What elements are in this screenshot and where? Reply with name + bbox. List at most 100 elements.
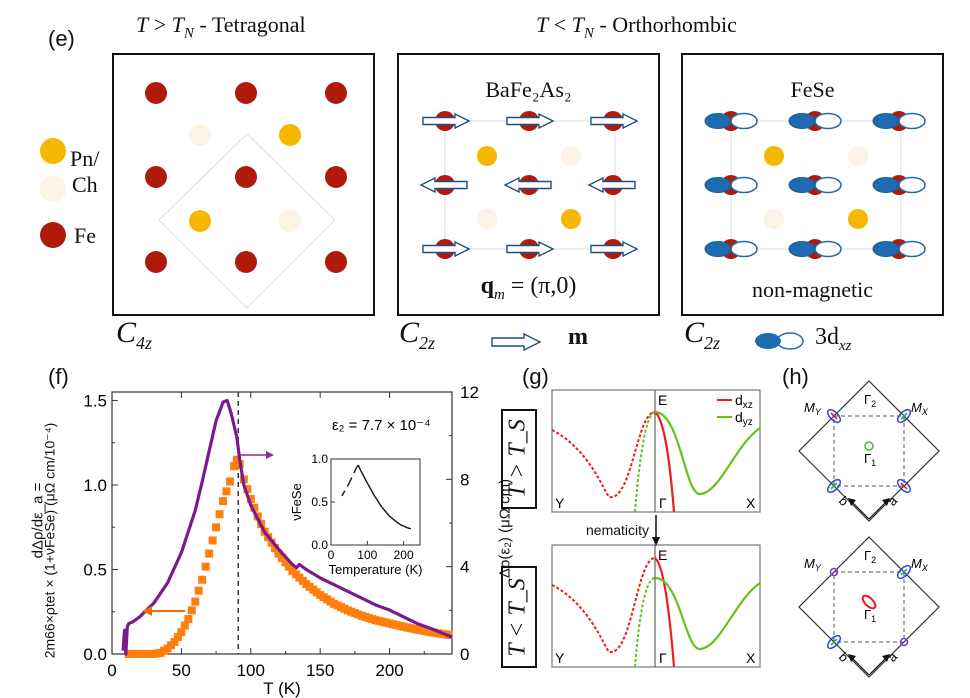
inset-x-tick-label: 100 bbox=[357, 548, 377, 562]
title-gt: > bbox=[148, 12, 172, 37]
orange-data-marker bbox=[173, 633, 182, 642]
orange-data-marker bbox=[194, 586, 203, 595]
y-right-tick-label: 4 bbox=[460, 558, 469, 577]
dxz-orbital-icon bbox=[755, 332, 804, 350]
condition-box-above: T > T_S bbox=[501, 409, 537, 509]
right-axis-arrowhead bbox=[266, 451, 274, 459]
mx-label: MX bbox=[911, 556, 929, 573]
orange-data-marker bbox=[170, 637, 179, 646]
gamma-point-label: Γ bbox=[659, 650, 667, 666]
ch-atom bbox=[764, 209, 784, 229]
c-symbol: C bbox=[684, 316, 705, 349]
dyz-band-solid bbox=[654, 410, 761, 496]
nematicity-label: nematicity bbox=[586, 522, 650, 538]
inset-x-label: Temperature (K) bbox=[329, 562, 423, 577]
y-tick-label: 0.0 bbox=[83, 645, 107, 664]
moment-label: m bbox=[568, 324, 588, 350]
inset-curve-segment bbox=[395, 521, 401, 525]
inset-x-tick-label: 200 bbox=[394, 548, 414, 562]
pocket-orbital-weight bbox=[900, 412, 908, 420]
orange-data-marker bbox=[232, 455, 241, 464]
fe-atom bbox=[235, 82, 257, 104]
bafe2as2-lattice bbox=[420, 111, 638, 259]
orange-data-marker bbox=[184, 615, 193, 624]
fese-lattice-box: FeSe non-magnetic bbox=[681, 53, 944, 316]
fese-bottom-label: non-magnetic bbox=[752, 277, 873, 302]
inset-y-tick-label: 0.0 bbox=[311, 538, 328, 552]
my-label: MY bbox=[804, 556, 822, 573]
left-axis-arrowhead bbox=[142, 606, 152, 616]
gamma2-label: Γ2 bbox=[864, 548, 876, 565]
title-rest: - Tetragonal bbox=[193, 12, 306, 37]
moment-arrow-icon bbox=[491, 332, 542, 352]
title-TN: T bbox=[171, 12, 184, 37]
y-right-tick-label: 0 bbox=[460, 645, 469, 664]
panel-e-label: (e) bbox=[48, 26, 75, 51]
b-axis-arrow bbox=[850, 500, 870, 520]
y-tick-label: 1.5 bbox=[83, 391, 107, 410]
inset-x-tick-label: 0 bbox=[328, 548, 335, 562]
fe-legend-label: Fe bbox=[74, 223, 96, 248]
inset-curve-segment bbox=[341, 482, 350, 497]
electron-pocket bbox=[826, 478, 842, 494]
orange-data-marker bbox=[212, 523, 221, 532]
ch-atom bbox=[189, 124, 211, 146]
orange-data-marker bbox=[205, 549, 214, 558]
orange-data-marker bbox=[281, 558, 290, 567]
inset-curve-segment bbox=[407, 527, 412, 530]
ch-legend-label: Ch bbox=[72, 172, 98, 197]
orange-data-marker bbox=[243, 485, 252, 494]
dxz-band-solid bbox=[654, 411, 676, 513]
ch-legend-dot bbox=[40, 176, 66, 202]
inset-curve-segment bbox=[374, 495, 383, 508]
inset-y-tick-label: 1.0 bbox=[311, 452, 328, 466]
a-axis-arrowhead bbox=[882, 654, 890, 662]
c2z-caption-magnetic: C2z bbox=[399, 316, 435, 354]
a-axis-arrowhead bbox=[882, 498, 890, 506]
gamma-point-label: Γ bbox=[659, 495, 667, 511]
y-right-tick-label: 12 bbox=[460, 383, 479, 402]
fe-atom bbox=[325, 82, 347, 104]
pn-atom bbox=[477, 146, 497, 166]
fe-atom bbox=[145, 251, 167, 273]
fe-atom bbox=[325, 166, 347, 188]
inset-curve-segment bbox=[399, 523, 404, 527]
inset-y-label: νFeSe bbox=[289, 483, 304, 521]
fe-atom bbox=[235, 251, 257, 273]
nematicity-arrowhead bbox=[652, 537, 660, 546]
inset-curve-segment bbox=[381, 506, 390, 517]
strain-annotation: ε₂ = 7.7 × 10⁻⁴ bbox=[332, 417, 431, 434]
energy-label: E bbox=[658, 392, 667, 408]
electron-pocket bbox=[826, 408, 842, 424]
panel-h-label: (h) bbox=[782, 364, 809, 389]
gamma1-label: Γ1 bbox=[864, 607, 876, 624]
q-symbol: q bbox=[480, 273, 494, 299]
title-N-sub: N bbox=[183, 25, 194, 42]
pn-atom bbox=[189, 210, 211, 232]
pocket-orbital-weight bbox=[830, 638, 838, 646]
pn-legend-label: Pn/ bbox=[70, 146, 100, 171]
inset-curve-segment bbox=[348, 467, 358, 484]
pn-atom bbox=[848, 209, 868, 229]
y-point-label: Y bbox=[555, 495, 565, 511]
dxz-band-dashed bbox=[551, 411, 656, 499]
ordering-vector-label: qm = (π,0) bbox=[399, 273, 658, 304]
electron-pocket bbox=[826, 634, 842, 650]
y-point-label: Y bbox=[555, 650, 565, 666]
fe-legend-dot bbox=[40, 222, 66, 248]
hole-pocket bbox=[861, 594, 877, 610]
inset-y-tick-label: 0.5 bbox=[311, 495, 328, 509]
orange-data-marker bbox=[215, 510, 224, 519]
hole-pocket bbox=[864, 441, 874, 451]
title-T: T bbox=[536, 12, 549, 37]
q-sub: m bbox=[493, 286, 505, 303]
brillouin-zone bbox=[798, 380, 940, 522]
pn-atom bbox=[279, 124, 301, 146]
q-value: = (π,0) bbox=[504, 273, 577, 299]
tetragonal-lattice bbox=[145, 82, 347, 309]
a-axis-arrow bbox=[868, 500, 888, 520]
ch-atom bbox=[279, 210, 301, 232]
orange-data-marker bbox=[271, 544, 280, 553]
